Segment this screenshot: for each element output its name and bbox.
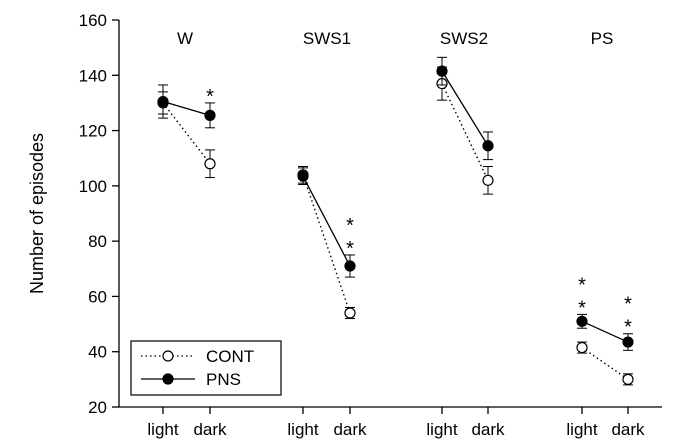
legend-label: CONT	[206, 347, 254, 366]
series-line-pns	[581, 320, 629, 343]
series-line-pns	[162, 100, 211, 116]
y-tick-label: 140	[79, 66, 107, 85]
data-point-pns	[622, 336, 634, 348]
y-tick-label: 60	[88, 287, 107, 306]
data-point-pns	[482, 140, 494, 152]
data-point-pns	[297, 170, 309, 182]
y-tick-label: 160	[79, 11, 107, 30]
series-line-cont	[162, 102, 211, 165]
series-line-pns	[302, 175, 351, 267]
x-tick-label: dark	[611, 420, 645, 439]
series-line-cont	[581, 346, 629, 380]
significance-star: *	[578, 297, 586, 319]
panel-title: SWS1	[303, 29, 351, 48]
y-tick-label: 40	[88, 343, 107, 362]
data-point-cont	[482, 174, 494, 186]
series-line-cont	[302, 174, 351, 314]
y-tick-label: 20	[88, 398, 107, 417]
y-axis-title: Number of episodes	[27, 133, 47, 294]
y-tick-label: 80	[88, 232, 107, 251]
x-tick-label: light	[566, 420, 597, 439]
x-tick-label: light	[287, 420, 318, 439]
x-tick-label: light	[147, 420, 178, 439]
data-point-pns	[344, 260, 356, 272]
x-tick-label: dark	[193, 420, 227, 439]
legend-marker-pns	[162, 373, 174, 385]
legend-label: PNS	[206, 370, 241, 389]
series-line-pns	[441, 70, 489, 147]
y-tick-label: 120	[79, 122, 107, 141]
significance-star: *	[346, 215, 354, 237]
panel-title: SWS2	[440, 29, 488, 48]
data-point-pns	[157, 95, 169, 108]
x-tick-label: dark	[471, 420, 505, 439]
panel-title: W	[177, 29, 193, 48]
data-point-cont	[204, 158, 216, 170]
significance-star: *	[206, 86, 214, 108]
x-tick-label: dark	[333, 420, 367, 439]
significance-star: *	[578, 274, 586, 296]
x-tick-label: light	[426, 420, 457, 439]
series-line-cont	[441, 83, 489, 181]
data-point-cont	[576, 341, 588, 354]
data-point-cont	[622, 373, 634, 385]
data-point-pns	[204, 109, 216, 121]
data-point-pns	[576, 315, 588, 327]
y-tick-label: 100	[79, 177, 107, 196]
data-point-cont	[344, 307, 356, 319]
data-point-pns	[436, 65, 448, 77]
panel-title: PS	[591, 29, 614, 48]
legend-box	[130, 340, 282, 396]
significance-star: *	[624, 294, 632, 316]
significance-star: *	[624, 317, 632, 339]
legend-marker-cont	[162, 350, 174, 362]
significance-star: *	[346, 238, 354, 260]
